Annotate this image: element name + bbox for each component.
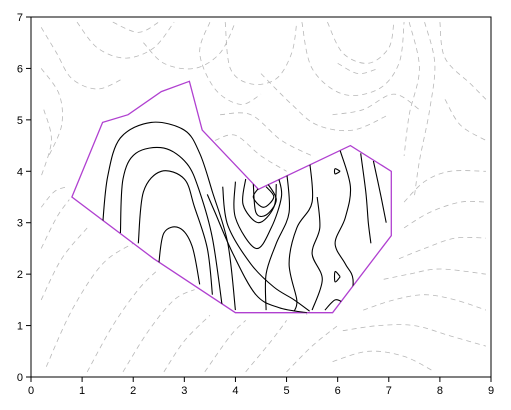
y-tick-label: 1 xyxy=(17,321,23,333)
inner-contour-line xyxy=(360,153,372,244)
inner-contour-line xyxy=(288,160,314,312)
outer-contour-line xyxy=(86,268,160,373)
inner-contour-line xyxy=(119,146,224,311)
inner-contour-line xyxy=(252,185,275,208)
boundary-polygon xyxy=(71,80,392,314)
outer-contour-line xyxy=(327,21,395,64)
outer-contour-line xyxy=(398,236,486,260)
outer-contour-line xyxy=(40,68,63,157)
y-tick-label: 4 xyxy=(17,166,23,178)
outer-contour-line xyxy=(45,242,134,367)
outer-contour-line xyxy=(383,268,486,280)
outer-contour-line xyxy=(286,325,338,373)
outer-contour-line xyxy=(413,22,436,198)
x-tick-label: 0 xyxy=(28,385,34,397)
inner-contour-line xyxy=(252,181,277,218)
y-axis: 0 1 2 3 4 5 6 7 xyxy=(17,12,31,384)
outer-contour-line xyxy=(332,93,420,116)
x-tick-label: 2 xyxy=(130,385,136,397)
outer-contour-line xyxy=(224,22,298,85)
outer-contour-line xyxy=(260,73,389,132)
inner-contour-line xyxy=(372,160,387,223)
outer-contour-line xyxy=(245,320,287,373)
inner-contour-line xyxy=(222,186,310,312)
outer-contour-line xyxy=(112,21,160,33)
x-tick-label: 6 xyxy=(335,385,341,397)
inner-contour-line xyxy=(206,194,308,313)
outer-contour-line xyxy=(40,199,70,249)
outer-contour-line xyxy=(439,22,487,100)
y-tick-label: 6 xyxy=(17,63,23,75)
outer-contour-line xyxy=(76,21,175,59)
outer-contour-line xyxy=(363,294,487,311)
outer-contour-layer xyxy=(40,21,487,373)
x-tick-label: 1 xyxy=(79,385,85,397)
y-tick-label: 0 xyxy=(17,372,23,384)
outer-contour-line xyxy=(40,227,88,301)
outer-contour-line xyxy=(40,186,67,208)
outer-contour-line xyxy=(444,99,487,141)
outer-contour-line xyxy=(122,289,195,373)
inner-contour-line xyxy=(242,178,277,224)
x-axis: 0 1 2 3 4 5 6 7 8 9 xyxy=(28,377,494,397)
x-tick-label: 9 xyxy=(488,385,494,397)
y-tick-label: 3 xyxy=(17,218,23,230)
x-tick-label: 4 xyxy=(232,385,238,397)
outer-contour-line xyxy=(403,170,486,203)
inner-contour-line xyxy=(333,168,341,175)
outer-contour-line xyxy=(403,200,486,229)
inner-contour-line xyxy=(233,178,283,249)
outer-contour-line xyxy=(332,350,435,373)
x-tick-label: 3 xyxy=(181,385,187,397)
inner-contour-layer xyxy=(102,121,387,313)
inner-contour-line xyxy=(102,121,236,311)
x-tick-label: 7 xyxy=(386,385,392,397)
outer-contour-line xyxy=(403,22,420,156)
y-tick-label: 7 xyxy=(17,12,23,24)
outer-contour-line xyxy=(220,112,313,157)
y-tick-label: 5 xyxy=(17,115,23,127)
outer-contour-line xyxy=(40,27,124,90)
outer-contour-line xyxy=(40,109,52,177)
outer-contour-line xyxy=(301,22,405,96)
outer-contour-line xyxy=(204,320,246,373)
inner-contour-line xyxy=(334,150,354,311)
outer-contour-line xyxy=(342,324,487,347)
outer-contour-line xyxy=(199,21,262,105)
outer-contour-line xyxy=(163,315,211,373)
inner-contour-line xyxy=(311,196,323,311)
x-tick-label: 8 xyxy=(437,385,443,397)
outer-contour-line xyxy=(337,62,379,75)
inner-contour-line xyxy=(158,226,201,285)
inner-contour-line xyxy=(333,270,341,283)
y-tick-label: 2 xyxy=(17,269,23,281)
plot-frame xyxy=(30,16,492,378)
x-tick-label: 5 xyxy=(283,385,289,397)
outer-contour-line xyxy=(143,21,236,70)
inner-contour-line xyxy=(264,171,291,311)
outer-contour-line xyxy=(214,134,287,172)
inner-contour-line xyxy=(137,170,213,295)
